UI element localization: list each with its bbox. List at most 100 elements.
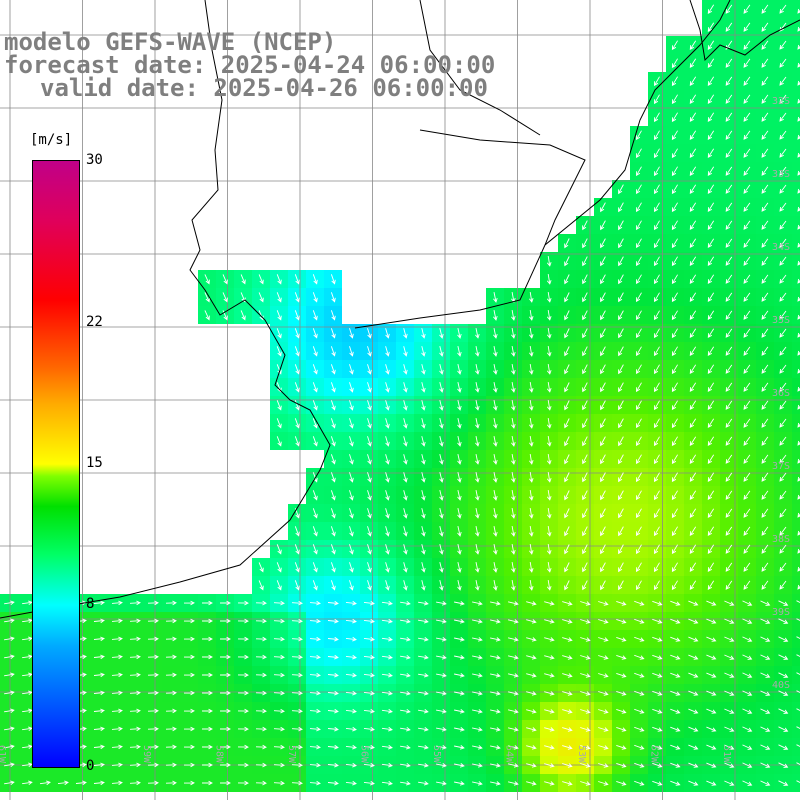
wind-arrow [258, 292, 264, 303]
wind-arrow [258, 274, 264, 285]
wind-arrow [381, 708, 393, 714]
wind-arrow [600, 220, 606, 231]
wind-arrow [636, 238, 642, 249]
wind-arrow [582, 346, 588, 357]
wind-arrow [779, 382, 787, 392]
wind-arrow [436, 601, 447, 606]
wind-arrow [454, 709, 465, 714]
wind-arrow [564, 418, 570, 429]
wind-arrow [724, 726, 735, 732]
wind-arrow [760, 672, 771, 678]
wind-arrow [276, 436, 282, 447]
wind-arrow [454, 763, 465, 768]
wind-arrow [634, 636, 645, 642]
latitude-label: 36S [772, 388, 790, 399]
wind-arrow [507, 619, 519, 624]
wind-arrow [707, 436, 715, 446]
wind-arrow [654, 508, 660, 519]
wind-arrow [562, 673, 573, 678]
wind-arrow [129, 708, 141, 714]
wind-arrow [475, 436, 480, 447]
wind-arrow [493, 436, 498, 447]
wind-arrow [220, 780, 231, 786]
wind-arrow [724, 744, 735, 750]
wind-arrow [761, 274, 769, 284]
wind-arrow [564, 436, 570, 447]
wind-arrow [618, 346, 624, 357]
wind-arrow [400, 618, 411, 624]
wind-arrow [743, 130, 751, 140]
wind-arrow [202, 636, 213, 642]
wind-arrow [345, 762, 357, 768]
longitude-label: 54W [504, 745, 515, 764]
wind-arrow [582, 436, 588, 447]
wind-arrow [294, 580, 300, 591]
wind-arrow [636, 364, 642, 375]
wind-arrow [707, 256, 715, 266]
wind-arrow [294, 418, 300, 429]
wind-arrow [129, 762, 141, 768]
wind-arrow [778, 780, 789, 786]
wind-arrow [616, 780, 627, 786]
wind-arrow [582, 472, 588, 483]
wind-arrow [582, 490, 588, 501]
wind-arrow [580, 781, 591, 786]
wind-arrow [544, 601, 555, 606]
wind-arrow [724, 708, 735, 714]
wind-arrow [403, 454, 408, 465]
wind-arrow [475, 400, 480, 411]
wind-arrow [258, 562, 264, 573]
wind-arrow [761, 4, 769, 14]
wind-arrow [294, 328, 300, 339]
wind-arrow [779, 220, 787, 230]
wind-arrow [761, 202, 769, 212]
wind-arrow [654, 166, 660, 177]
wind-arrow [349, 436, 354, 447]
wind-arrow [564, 292, 570, 303]
wind-arrow [385, 526, 390, 537]
wind-arrow [778, 744, 789, 750]
wind-arrow [671, 382, 678, 393]
wind-arrow [580, 745, 591, 750]
wind-arrow [600, 472, 606, 483]
wind-arrow [544, 655, 555, 660]
wind-arrow [367, 328, 372, 339]
wind-arrow [526, 619, 537, 624]
wind-arrow [797, 494, 800, 500]
wind-arrow [312, 400, 318, 411]
wind-arrow [529, 400, 534, 411]
wind-arrow [457, 544, 462, 555]
wind-arrow [779, 184, 787, 194]
wind-arrow [761, 562, 769, 572]
wind-arrow [779, 4, 787, 14]
wind-arrow [475, 544, 480, 555]
wind-arrow [454, 781, 465, 786]
wind-arrow [546, 382, 552, 393]
wind-arrow [93, 708, 105, 714]
wind-arrow [707, 454, 715, 464]
wind-arrow [291, 708, 303, 714]
longitude-label: 53W [576, 745, 587, 764]
wind-arrow [598, 745, 609, 750]
wind-arrow [743, 4, 751, 14]
wind-arrow [564, 472, 570, 483]
wind-arrow [725, 274, 733, 284]
wind-arrow [564, 274, 570, 285]
wind-arrow [546, 472, 552, 483]
wind-arrow [742, 762, 753, 768]
wind-arrow [220, 708, 231, 714]
wind-arrow [743, 490, 751, 500]
wind-arrow [797, 116, 800, 122]
wind-arrow [562, 709, 573, 714]
wind-arrow [202, 726, 213, 732]
wind-cell [792, 396, 800, 414]
wind-arrow [671, 508, 678, 519]
wind-arrow [546, 436, 552, 447]
wind-arrow [600, 490, 606, 501]
wind-arrow [654, 274, 660, 285]
wind-arrow [797, 440, 800, 446]
wind-arrow [564, 544, 570, 555]
wind-arrow [309, 744, 321, 750]
wind-arrow [511, 562, 516, 573]
wind-arrow [255, 744, 267, 750]
